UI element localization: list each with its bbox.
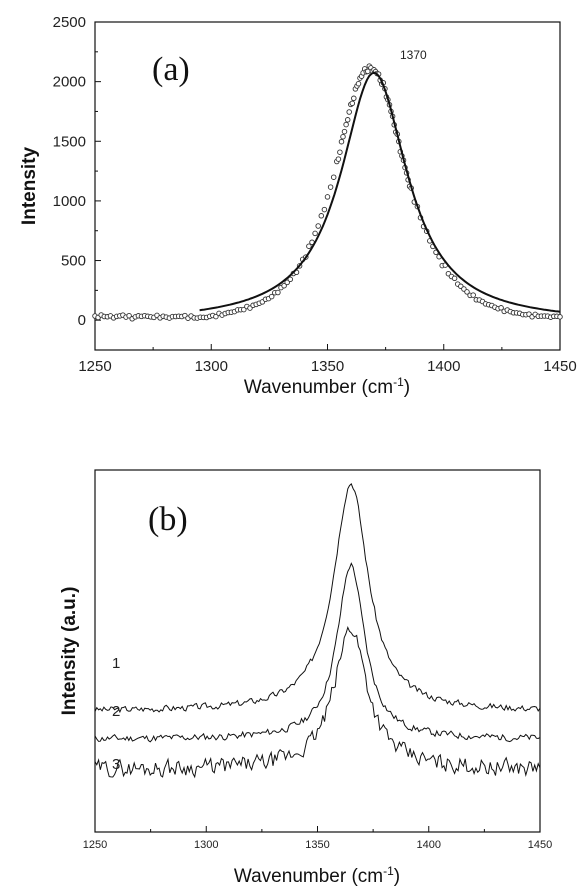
fit-curve-a — [199, 71, 561, 313]
x-axis-title-a-main: Wavenumber (cm — [244, 377, 393, 398]
data-point — [346, 109, 352, 115]
x-tick-label-b: 1400 — [417, 839, 441, 851]
data-markers-a — [92, 63, 563, 322]
data-point — [312, 230, 318, 237]
data-point — [451, 275, 458, 282]
series-label-1: 1 — [112, 655, 120, 672]
data-point — [355, 80, 362, 87]
spectrum-line-3 — [94, 625, 541, 779]
x-axis-title-a-end: ) — [404, 377, 410, 398]
data-point — [287, 276, 294, 283]
data-point — [470, 292, 476, 298]
tick-group-a: 1250 1300 1350 1400 1450 0 500 1000 1500 2000 2500 — [53, 14, 577, 375]
x-tick-label-a: 1350 — [311, 358, 344, 375]
y-axis-title-b: Intensity (a.u.) — [59, 587, 80, 716]
data-point — [281, 282, 287, 289]
data-point — [268, 293, 275, 300]
data-point — [213, 313, 219, 320]
x-tick-label-b: 1300 — [194, 839, 218, 851]
y-axis-title-a: Intensity — [19, 147, 40, 226]
y-tick-label-a: 1500 — [53, 133, 86, 150]
x-axis-title-b-main: Wavenumber (cm — [234, 866, 383, 887]
x-tick-label-a: 1400 — [427, 358, 460, 375]
spectrum-line-2 — [94, 562, 541, 743]
y-tick-label-a: 1000 — [53, 193, 86, 210]
tick-group-b: 1250 1300 1350 1400 1450 — [83, 826, 552, 851]
x-tick-label-a: 1450 — [543, 358, 576, 375]
series-label-2: 2 — [112, 703, 120, 720]
data-point — [338, 138, 345, 145]
spectra-lines-b — [94, 483, 541, 779]
data-point — [343, 121, 349, 128]
data-point — [498, 305, 504, 311]
spectrum-line-1 — [94, 483, 541, 714]
data-point — [351, 95, 357, 102]
data-point — [557, 314, 563, 320]
x-tick-label-b: 1450 — [528, 839, 552, 851]
x-axis-title-a-sup: -1 — [393, 375, 404, 389]
x-tick-label-b: 1250 — [83, 839, 107, 851]
series-label-3: 3 — [112, 756, 120, 773]
data-point — [306, 243, 312, 249]
data-point — [315, 223, 321, 229]
data-point — [349, 100, 356, 107]
data-point — [241, 306, 247, 313]
data-point — [337, 149, 343, 155]
peak-annotation: 1370 — [400, 48, 427, 62]
data-point — [126, 312, 132, 319]
data-point — [327, 184, 334, 190]
panel-label-a: (a) — [152, 51, 190, 88]
y-tick-label-a: 2000 — [53, 74, 86, 91]
data-point — [284, 279, 290, 286]
x-tick-label-a: 1300 — [195, 358, 228, 375]
data-point — [464, 289, 470, 295]
x-axis-title-b: Wavenumber (cm-1) — [234, 864, 400, 887]
data-point — [335, 156, 342, 162]
x-tick-label-b: 1350 — [305, 839, 329, 851]
y-tick-label-a: 0 — [78, 312, 86, 329]
data-point — [324, 194, 331, 200]
data-point — [275, 289, 281, 296]
x-axis-title-a: Wavenumber (cm-1) — [244, 375, 410, 398]
data-point — [330, 174, 337, 180]
y-tick-label-a: 500 — [61, 253, 86, 270]
chart-panel-b: 1250 1300 1350 1400 1450 (b) 1 2 3 Intensity… — [59, 469, 552, 887]
x-axis-title-b-sup: -1 — [383, 864, 394, 878]
data-point — [318, 213, 325, 219]
data-point — [344, 117, 351, 123]
x-axis-title-b-end: ) — [394, 866, 400, 887]
data-point — [340, 133, 346, 140]
data-point — [341, 128, 348, 135]
data-point — [321, 206, 328, 213]
x-tick-label-a: 1250 — [78, 358, 111, 375]
panel-label-b: (b) — [148, 501, 188, 538]
chart-panel-a: 1250 1300 1350 1400 1450 0 500 1000 1500 2000 2500… — [19, 14, 577, 398]
y-tick-label-a: 2500 — [53, 14, 86, 31]
